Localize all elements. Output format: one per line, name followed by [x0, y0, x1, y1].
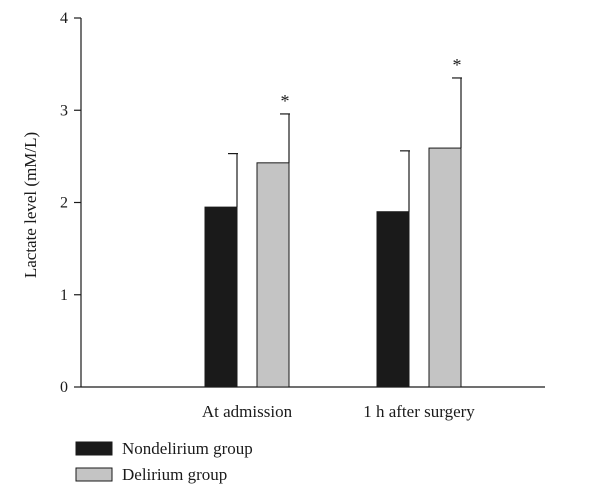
legend-label: Nondelirium group	[122, 439, 253, 458]
significance-mark: *	[281, 91, 290, 111]
x-tick-label: At admission	[202, 402, 293, 421]
significance-marks: **	[281, 55, 462, 111]
axes	[80, 18, 545, 388]
x-tick-label: 1 h after surgery	[363, 402, 475, 421]
y-tick-label: 4	[60, 10, 68, 27]
bar	[256, 162, 290, 388]
legend-swatch	[75, 441, 113, 456]
legend-swatch	[75, 467, 113, 482]
bar	[428, 147, 462, 388]
category-labels: At admission 1 h after surgery	[202, 402, 475, 421]
bar	[376, 211, 410, 388]
legend: Nondelirium group Delirium group	[75, 439, 253, 484]
y-tick-label: 1	[60, 287, 68, 304]
y-axis-ticks: 0 1 2 3 4	[60, 10, 81, 396]
significance-mark: *	[453, 55, 462, 75]
y-tick-label: 0	[60, 379, 68, 396]
bar	[204, 206, 238, 388]
legend-label: Delirium group	[122, 465, 227, 484]
y-tick-label: 2	[60, 195, 68, 212]
y-tick-label: 3	[60, 102, 68, 119]
y-axis-title: Lactate level (mM/L)	[21, 132, 40, 278]
bars	[204, 147, 462, 388]
error-bars	[228, 77, 462, 212]
